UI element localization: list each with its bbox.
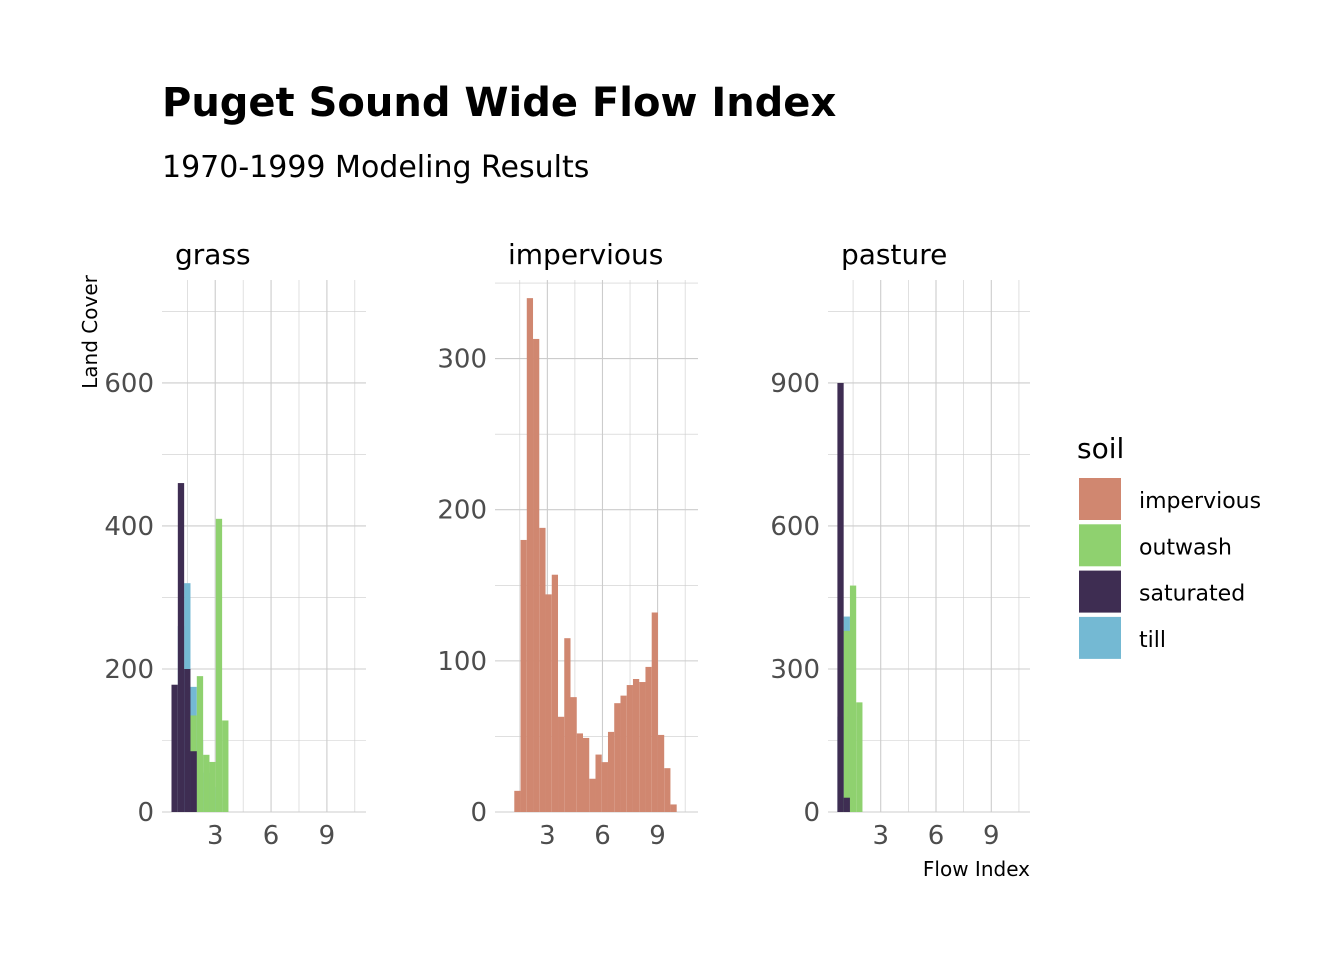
legend-label: impervious (1139, 489, 1261, 514)
bar-impervious (620, 695, 627, 812)
bar-impervious (645, 666, 652, 812)
y-tick-label: 300 (437, 345, 487, 375)
y-tick-label: 600 (104, 369, 154, 399)
facet-label: grass (175, 238, 251, 271)
series-saturated (171, 483, 197, 812)
bar-impervious (607, 731, 615, 812)
bar-impervious (595, 754, 602, 812)
bar-impervious (520, 539, 527, 812)
y-tick-label: 0 (470, 798, 487, 828)
y-tick-label: 400 (104, 512, 154, 542)
legend: soil impervious outwash saturated till (1077, 432, 1261, 659)
facet-pasture: pasture 3 6 9 0 300 600 900 (770, 238, 1030, 851)
legend-item-till: till (1079, 616, 1166, 659)
x-tick-label: 3 (539, 821, 556, 851)
bar-impervious (639, 682, 646, 812)
legend-swatch (1079, 524, 1121, 567)
bar-impervious (551, 574, 559, 812)
y-tick-label: 200 (437, 496, 487, 526)
y-tick-label: 900 (770, 369, 820, 399)
bar-outwash (849, 585, 857, 812)
y-axis-title: Land Cover (78, 274, 102, 388)
bar-outwash (222, 720, 229, 812)
series-saturated (837, 382, 850, 812)
x-tick-label: 9 (649, 821, 666, 851)
legend-label: outwash (1139, 535, 1232, 560)
series-outwash (843, 585, 863, 812)
bar-outwash (215, 518, 223, 812)
bar-saturated (177, 483, 185, 812)
y-tick-label: 0 (137, 798, 154, 828)
bar-outwash (196, 676, 204, 812)
x-tick-label: 6 (928, 821, 945, 851)
bar-impervious (582, 737, 590, 812)
bar-impervious (601, 762, 608, 812)
bar-outwash (209, 761, 216, 812)
bar-saturated (171, 684, 178, 812)
legend-item-outwash: outwash (1079, 524, 1232, 567)
legend-label: saturated (1139, 582, 1245, 607)
x-tick-label: 3 (207, 821, 224, 851)
bar-impervious (626, 685, 633, 812)
bar-impervious (570, 697, 577, 812)
legend-item-saturated: saturated (1079, 570, 1245, 613)
bar-impervious (514, 790, 521, 812)
bar-impervious (539, 527, 546, 812)
legend-swatch (1079, 570, 1121, 613)
bar-outwash (856, 702, 863, 812)
y-tick-label: 200 (104, 655, 154, 685)
facet-impervious: impervious 3 6 9 0 100 200 300 (437, 238, 698, 851)
bar-impervious (564, 638, 571, 812)
bar-impervious (589, 778, 596, 812)
bar-impervious (558, 716, 565, 812)
bar-impervious (526, 298, 534, 812)
x-axis-title: Flow Index (923, 857, 1030, 881)
bar-outwash (203, 754, 210, 812)
facet-label: pasture (841, 238, 947, 271)
chart-title: Puget Sound Wide Flow Index (162, 80, 836, 126)
bar-impervious (657, 734, 665, 812)
legend-swatch (1079, 478, 1121, 520)
y-tick-label: 100 (437, 647, 487, 677)
bar-outwash (843, 630, 850, 812)
bar-impervious (670, 804, 677, 812)
chart-subtitle: 1970-1999 Modeling Results (162, 150, 589, 185)
x-tick-label: 3 (872, 821, 889, 851)
legend-swatch (1079, 616, 1121, 659)
bar-impervious (576, 733, 583, 812)
bar-saturated (843, 797, 850, 812)
bar-saturated (184, 668, 191, 812)
bar-impervious (545, 594, 552, 812)
legend-title: soil (1077, 432, 1124, 465)
y-tick-label: 600 (770, 512, 820, 542)
facet-label: impervious (508, 238, 663, 271)
bar-saturated (837, 382, 844, 812)
bar-impervious (614, 703, 621, 812)
x-tick-label: 6 (594, 821, 611, 851)
legend-item-impervious: impervious (1079, 478, 1261, 520)
x-tick-label: 9 (983, 821, 1000, 851)
y-tick-label: 300 (770, 655, 820, 685)
x-tick-label: 9 (319, 821, 336, 851)
facet-grass: grass 3 6 9 0 200 400 600 (104, 238, 366, 851)
y-tick-label: 0 (803, 798, 820, 828)
series-impervious (514, 298, 677, 812)
bar-impervious (651, 612, 658, 812)
x-tick-label: 6 (263, 821, 280, 851)
legend-label: till (1139, 628, 1166, 653)
bar-saturated (190, 751, 197, 812)
bar-impervious (533, 338, 540, 812)
bar-impervious (632, 679, 640, 812)
bar-impervious (664, 768, 671, 812)
